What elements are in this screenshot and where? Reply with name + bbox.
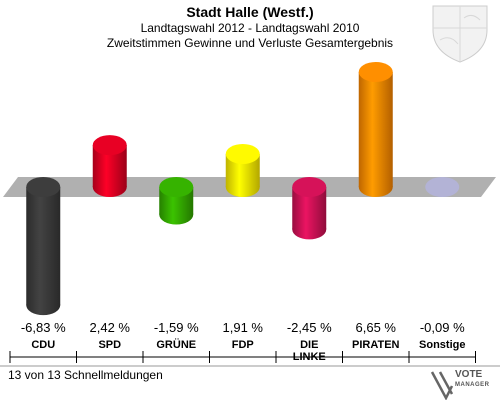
logo-line-2: MANAGER [455,382,490,388]
bar-gruene [159,177,194,225]
vote-manager-logo: VOTE MANAGER [455,370,490,390]
bar-top-cap [292,177,327,197]
category-label: PIRATEN [352,339,400,351]
coat-of-arms-icon [432,5,488,63]
value-label: -6,83 % [21,320,66,335]
bar-top-cap [358,61,393,82]
value-label: -1,59 % [154,320,199,335]
chart-subtitle-election: Landtagswahl 2012 - Landtagswahl 2010 [140,21,360,35]
checkmark-icon [430,371,454,400]
logo-line-1: VOTE [455,369,483,380]
value-label: -2,45 % [287,320,332,335]
bar-top-cap [159,177,194,197]
bar-body [26,187,61,306]
bar-top-cap [425,177,460,197]
category-label: Sonstige [419,339,465,351]
bar-top-cap [225,143,260,164]
category-label: CDU [31,339,55,351]
bar-piraten [358,61,393,197]
bar-bottom-cap [292,219,327,240]
bar-top-cap [92,135,127,156]
category-label: GRÜNE [156,338,196,351]
value-label: -0,09 % [420,320,465,335]
chart-subtitle-description: Zweitstimmen Gewinne und Verluste Gesamt… [106,36,394,50]
reporting-status-note: 13 von 13 Schnellmeldungen [8,368,163,382]
bar-cdu [26,177,61,316]
bar-bottom-cap [26,295,61,316]
value-label: 2,42 % [90,320,131,335]
bar-body [358,71,393,187]
category-label: DIE LINKE [293,339,326,363]
category-label: FDP [232,339,254,351]
bar-bottom-cap [92,177,127,197]
bar-sonstige [425,177,460,197]
bar-die-linke [292,177,327,240]
category-label: SPD [98,339,121,351]
bar-bottom-cap [225,177,260,197]
bar-bottom-cap [159,204,194,225]
bar-spd [92,135,127,197]
bar-bottom-cap [358,177,393,197]
value-label: 1,91 % [223,320,264,335]
bar-top-cap [26,177,61,197]
chart-title: Stadt Halle (Westf.) [186,4,314,20]
bar-fdp [225,143,260,197]
value-label: 6,65 % [356,320,397,335]
